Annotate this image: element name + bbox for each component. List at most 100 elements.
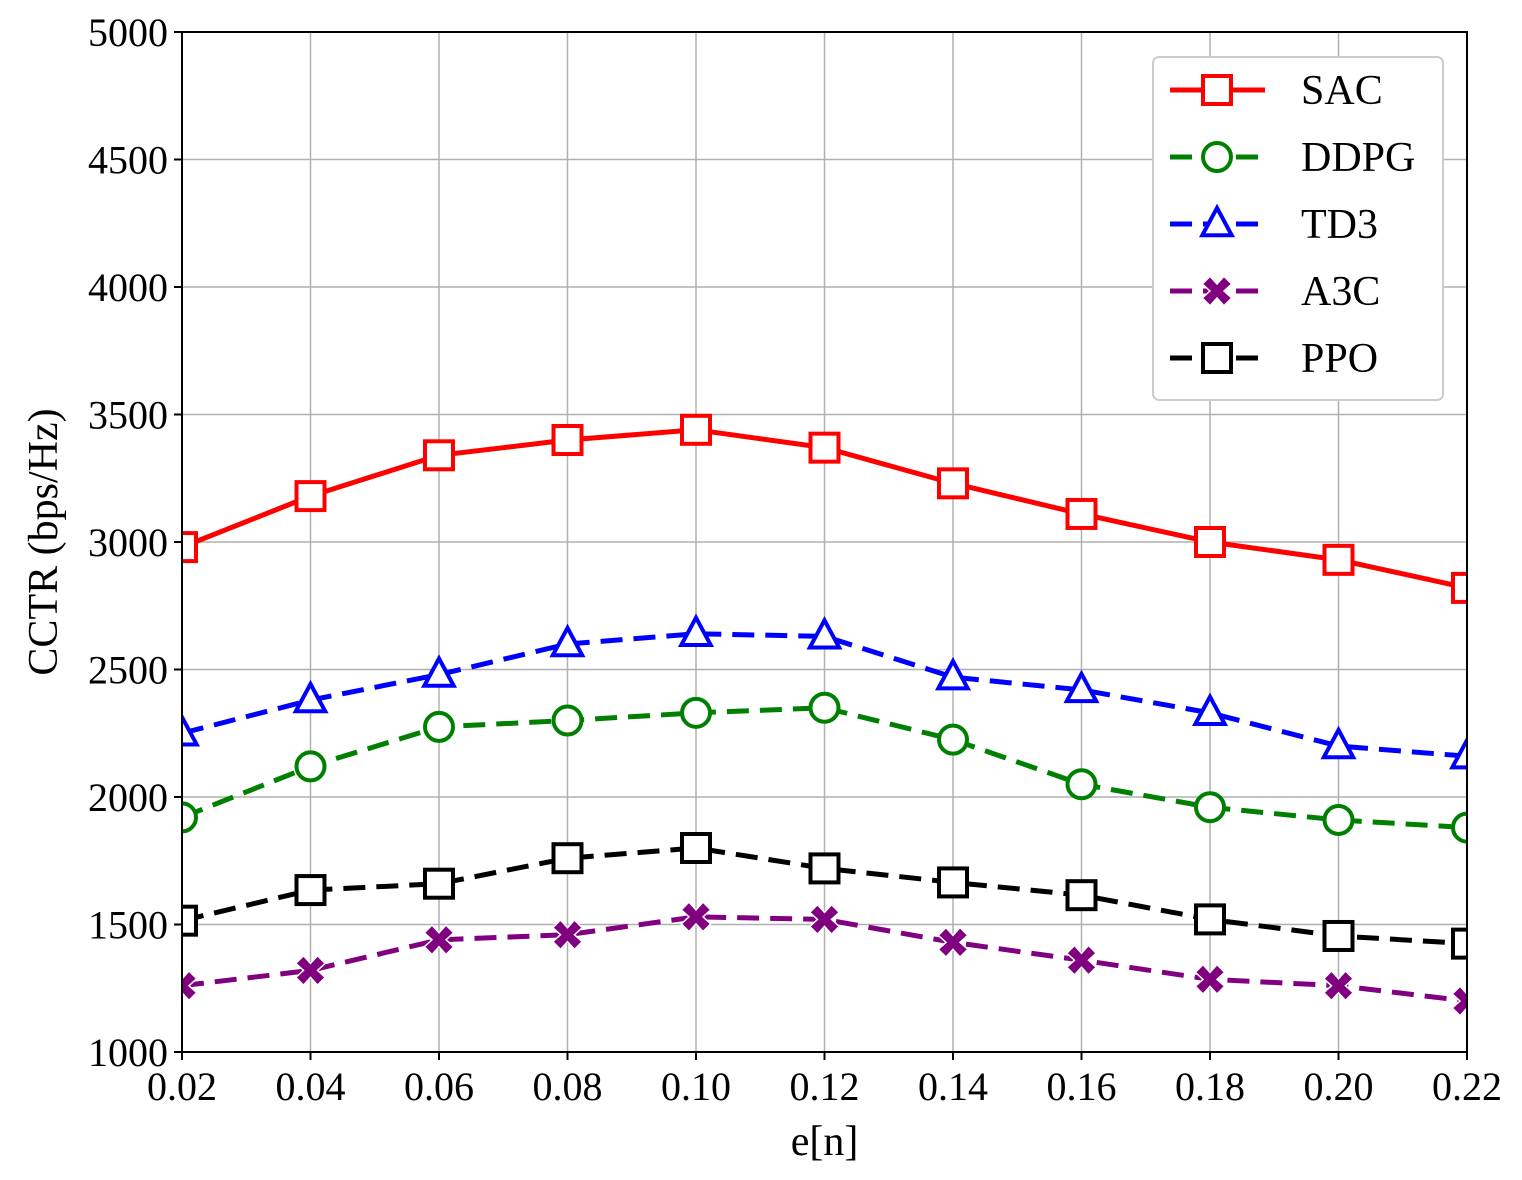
- x-tick-label: 0.18: [1175, 1064, 1245, 1109]
- data-point-circle: [551, 704, 584, 737]
- data-point-square: [1322, 543, 1355, 576]
- x-tick-label: 0.14: [918, 1064, 988, 1109]
- legend-item-ppo: PPO: [1170, 336, 1378, 382]
- data-point-x: [1194, 963, 1226, 996]
- data-point-square: [1194, 903, 1226, 936]
- data-point-square: [1201, 342, 1233, 374]
- legend-label: TD3: [1301, 202, 1378, 248]
- data-point-x: [1322, 969, 1355, 1002]
- data-point-triangle: [806, 616, 843, 650]
- data-point-circle: [423, 710, 455, 743]
- data-point-x: [680, 901, 712, 933]
- data-point-square: [182, 531, 198, 564]
- y-tick-label: 1000: [88, 1030, 168, 1075]
- data-point-x: [294, 954, 327, 987]
- legend-item-td3: TD3: [1170, 202, 1378, 248]
- data-point-square: [1322, 919, 1355, 952]
- data-point-x: [1451, 985, 1467, 1017]
- legend: SAC DDPG TD3 A3C PPO: [1152, 56, 1444, 401]
- data-point-x: [551, 918, 584, 951]
- y-tick-label: 4000: [88, 265, 168, 310]
- y-tick-label: 2500: [88, 648, 168, 693]
- data-point-square: [1065, 497, 1098, 530]
- legend-box: [1152, 56, 1444, 401]
- x-tick-label: 0.12: [790, 1064, 860, 1109]
- series-a3c: [182, 901, 1467, 1017]
- data-point-square: [551, 424, 584, 456]
- data-point-x: [1201, 275, 1233, 307]
- data-point-circle: [1201, 141, 1233, 173]
- data-point-triangle: [1191, 692, 1229, 727]
- data-point-triangle: [934, 656, 972, 691]
- data-point-circle: [1065, 768, 1098, 801]
- data-point-x: [423, 924, 455, 956]
- series-line: [182, 631, 1467, 759]
- legend-label: DDPG: [1301, 135, 1415, 181]
- series-line: [182, 845, 1467, 947]
- data-point-square: [680, 832, 712, 864]
- data-point-square: [294, 874, 327, 907]
- data-point-circle: [937, 723, 969, 756]
- data-point-triangle: [1448, 735, 1467, 770]
- data-point-triangle: [420, 654, 458, 688]
- series-ppo: [182, 832, 1467, 960]
- legend-item-ddpg: DDPG: [1170, 135, 1415, 181]
- legend-item-sac: SAC: [1170, 68, 1383, 114]
- legend-label: SAC: [1301, 68, 1383, 114]
- y-tick-label: 2000: [88, 775, 168, 820]
- x-tick-label: 0.22: [1432, 1064, 1502, 1109]
- x-tick-label: 0.16: [1047, 1064, 1117, 1109]
- data-point-triangle: [1063, 669, 1100, 704]
- series-sac: [182, 413, 1467, 604]
- data-point-circle: [182, 801, 198, 834]
- data-point-square: [1065, 879, 1098, 912]
- data-point-square: [937, 467, 969, 500]
- data-point-square: [294, 480, 327, 513]
- x-axis-ticks: 0.02 0.04 0.06 0.08 0.10 0.12 0.14 0.16 0.18 0.20…: [147, 1052, 1502, 1109]
- data-point-x: [182, 969, 198, 1002]
- data-point-circle: [1451, 811, 1467, 844]
- data-point-square: [551, 842, 584, 875]
- data-point-square: [423, 439, 455, 472]
- data-point-square: [1451, 571, 1467, 604]
- data-point-circle: [680, 696, 712, 729]
- legend-label: A3C: [1301, 269, 1380, 315]
- data-point-triangle: [549, 623, 586, 658]
- legend-label: PPO: [1301, 336, 1378, 382]
- y-tick-label: 3000: [88, 520, 168, 565]
- y-tick-label: 5000: [88, 10, 168, 55]
- data-point-triangle: [677, 613, 715, 647]
- data-point-square: [1201, 74, 1233, 106]
- x-tick-label: 0.04: [276, 1064, 346, 1109]
- series-td3: [182, 613, 1467, 770]
- data-point-x: [1065, 944, 1098, 976]
- y-axis-ticks: 1000 1500 2000 2500 3000 3500 4000 4500 5000: [88, 10, 182, 1075]
- x-tick-label: 0.02: [147, 1064, 217, 1109]
- data-point-square: [808, 431, 841, 464]
- data-point-triangle: [182, 712, 201, 747]
- data-point-square: [808, 852, 841, 885]
- data-point-x: [808, 903, 841, 936]
- data-point-x: [937, 926, 969, 959]
- series-ddpg: [182, 691, 1467, 844]
- y-tick-label: 1500: [88, 903, 168, 948]
- x-tick-label: 0.20: [1304, 1064, 1374, 1109]
- y-tick-label: 3500: [88, 393, 168, 438]
- data-point-circle: [1322, 803, 1355, 836]
- data-point-square: [423, 867, 455, 900]
- data-point-circle: [1194, 791, 1226, 824]
- y-axis-label: CCTR (bps/Hz): [21, 408, 67, 675]
- data-point-square: [1194, 526, 1226, 558]
- legend-item-a3c: A3C: [1170, 269, 1380, 315]
- data-point-square: [937, 866, 969, 899]
- series-line: [182, 705, 1467, 831]
- x-tick-label: 0.06: [404, 1064, 474, 1109]
- data-point-square: [680, 413, 712, 446]
- data-point-circle: [808, 691, 841, 724]
- y-tick-label: 4500: [88, 138, 168, 183]
- data-point-circle: [294, 750, 327, 783]
- series-layer: [182, 413, 1467, 1017]
- data-point-square: [182, 904, 198, 937]
- data-point-triangle: [1198, 203, 1236, 238]
